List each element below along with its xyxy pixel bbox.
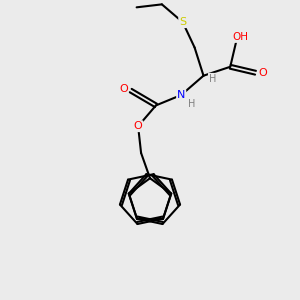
Text: O: O [119, 84, 128, 94]
Text: N: N [177, 90, 185, 100]
Text: O: O [134, 121, 142, 131]
Text: O: O [259, 68, 267, 78]
Text: S: S [179, 17, 186, 27]
Text: OH: OH [233, 32, 249, 42]
Text: H: H [209, 74, 216, 84]
Text: H: H [188, 99, 195, 109]
